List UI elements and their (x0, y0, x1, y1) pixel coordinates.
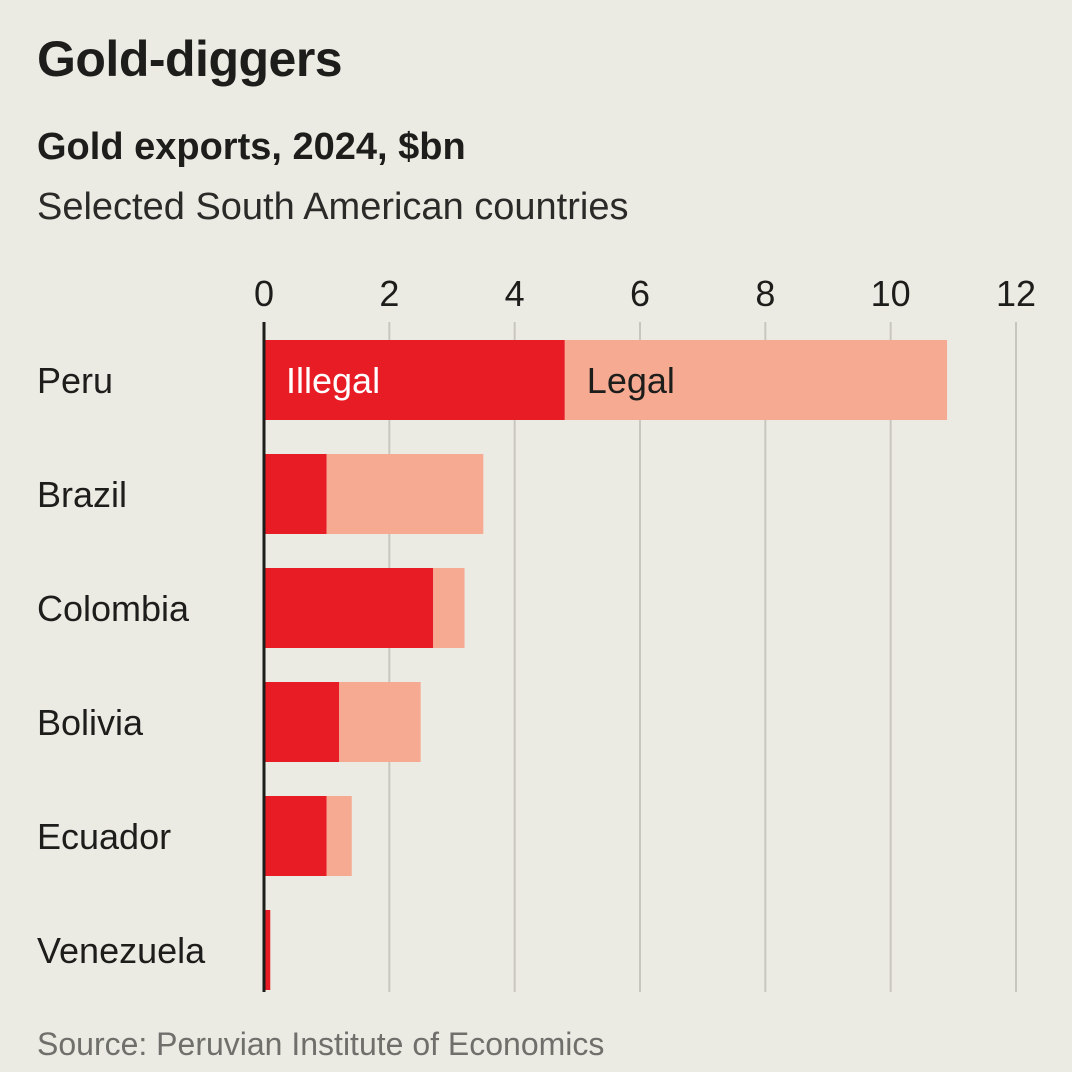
bar-peru-illegal (264, 340, 565, 420)
bar-brazil-legal (326, 454, 484, 534)
x-tick-label: 0 (254, 273, 274, 314)
bar-peru-legal (564, 340, 948, 420)
category-label: Peru (37, 360, 113, 401)
bar-colombia-illegal (264, 568, 434, 648)
category-label: Venezuela (37, 930, 206, 971)
x-tick-label: 10 (871, 273, 911, 314)
source-note: Source: Peruvian Institute of Economics (37, 1026, 605, 1062)
x-tick-label: 2 (379, 273, 399, 314)
bar-colombia-legal (433, 568, 465, 648)
category-label: Bolivia (37, 702, 144, 743)
bar-ecuador-illegal (264, 796, 327, 876)
chart-title: Gold-diggers (37, 31, 343, 87)
x-tick-label: 6 (630, 273, 650, 314)
segment-label-illegal: Illegal (286, 360, 380, 401)
segment-label-legal: Legal (587, 360, 675, 401)
x-tick-label: 8 (755, 273, 775, 314)
bar-bolivia-legal (339, 682, 421, 762)
category-label: Ecuador (37, 816, 171, 857)
bar-bolivia-illegal (264, 682, 340, 762)
x-tick-label: 4 (505, 273, 525, 314)
chart-description: Selected South American countries (37, 186, 629, 228)
bar-venezuela-illegal (264, 910, 271, 990)
bar-ecuador-legal (326, 796, 352, 876)
chart-subtitle: Gold exports, 2024, $bn (37, 126, 466, 168)
bar-brazil-illegal (264, 454, 327, 534)
category-label: Colombia (37, 588, 190, 629)
category-label: Brazil (37, 474, 127, 515)
x-tick-label: 12 (996, 273, 1036, 314)
